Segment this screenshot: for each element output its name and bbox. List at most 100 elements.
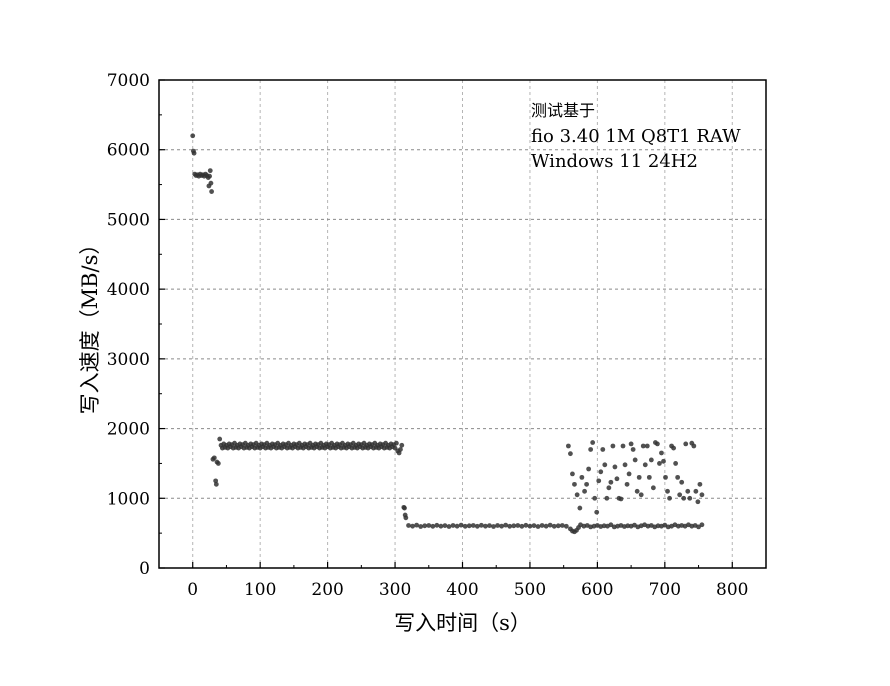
x-tick-label: 100 [244,580,276,600]
data-point [673,461,679,466]
data-point [681,495,687,501]
data-point [648,457,654,463]
data-point [622,462,628,468]
data-point [592,495,598,501]
data-point [671,445,677,451]
data-point [535,524,541,529]
data-point [458,522,464,528]
data-point [507,523,513,529]
data-point [399,442,405,448]
data-point [402,505,407,511]
data-point [474,523,480,529]
data-point [626,471,632,477]
data-point [499,523,505,529]
data-point [579,474,585,480]
data-point [555,523,561,529]
data-point [209,189,215,194]
data-point [398,447,403,452]
data-point [403,515,409,521]
x-tick-label: 400 [446,580,478,600]
data-point [511,523,517,529]
data-point [559,523,565,528]
data-point [667,495,672,501]
data-point [551,523,557,529]
data-point [503,522,509,528]
x-tick-label: 600 [581,580,613,600]
data-point [610,443,616,449]
data-point [584,481,589,487]
data-point [454,523,460,529]
data-point [470,523,476,528]
x-tick-label: 0 [187,580,198,600]
data-point [687,495,693,501]
data-point [632,457,638,463]
data-point [394,440,399,446]
data-point [594,509,600,515]
data-point [191,150,197,156]
data-point [495,523,500,528]
data-point [450,523,456,528]
y-axis-label: 写入速度（MB/s） [78,234,102,415]
data-point [634,488,640,494]
data-point [519,523,525,529]
data-point [527,523,533,529]
data-point [614,476,620,482]
data-point [438,523,444,529]
annotation-line: fio 3.40 1M Q8T1 RAW [531,126,741,147]
data-point [446,524,452,529]
data-point [483,523,488,529]
data-point [675,474,681,480]
annotation-line: Windows 11 24H2 [531,151,698,172]
data-point [600,447,606,452]
annotation-line: 测试基于 [531,101,595,120]
data-point [462,523,468,529]
data-point [624,481,630,487]
data-point [414,522,420,528]
y-tick-label: 4000 [107,280,150,300]
data-point [650,485,656,491]
data-point [612,464,618,470]
y-tick-label: 1000 [107,489,150,509]
y-tick-label: 5000 [107,210,150,230]
data-point [620,443,626,449]
data-point [628,441,634,447]
data-point [487,523,492,529]
data-point [598,469,604,475]
data-point [491,524,496,529]
data-point [217,436,223,442]
data-point [213,481,219,487]
data-point [422,523,428,529]
data-point [683,441,689,447]
data-point [691,443,697,449]
data-point [406,523,411,528]
data-point [646,474,652,480]
data-point [604,495,610,501]
data-point [699,522,705,528]
data-point [596,478,602,484]
data-point [590,440,596,445]
y-tick-label: 2000 [107,420,150,440]
data-point [410,523,415,529]
x-tick-label: 200 [311,580,343,600]
y-tick-label: 0 [139,559,150,579]
data-point [207,173,212,179]
data-point [207,168,213,174]
x-tick-label: 500 [514,580,546,600]
data-point [568,451,573,457]
x-tick-label: 300 [379,580,411,600]
data-point [208,180,214,186]
data-point [618,496,624,502]
data-point [636,474,642,480]
data-points [190,133,705,535]
data-point [565,443,571,449]
data-point [659,450,664,456]
data-point [588,447,594,452]
y-tick-label: 3000 [107,350,150,370]
data-point [697,481,703,487]
data-point [695,499,701,505]
data-point [478,522,484,528]
annotation: 测试基于 fio 3.40 1M Q8T1 RAW Windows 11 24H2 [531,101,741,172]
data-point [426,523,432,528]
data-point [608,479,614,485]
data-point [693,488,699,494]
